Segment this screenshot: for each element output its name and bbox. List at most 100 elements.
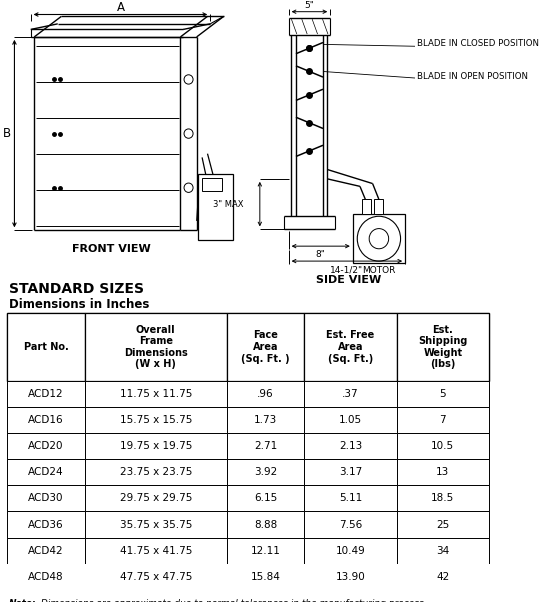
Bar [353, 214, 405, 263]
Text: 6.15: 6.15 [254, 494, 277, 503]
Text: 1.05: 1.05 [339, 415, 362, 425]
Bar [304, 485, 397, 512]
Bar [227, 314, 304, 380]
Bar [7, 314, 489, 380]
Text: MOTOR: MOTOR [362, 266, 395, 275]
Bar [202, 178, 222, 191]
Text: .37: .37 [342, 389, 359, 399]
Text: 12.11: 12.11 [251, 545, 280, 556]
Text: 23.75 x 23.75: 23.75 x 23.75 [119, 467, 192, 477]
Bar [304, 380, 397, 407]
Text: 11.75 x 11.75: 11.75 x 11.75 [119, 389, 192, 399]
Text: 19.75 x 19.75: 19.75 x 19.75 [119, 441, 192, 451]
Text: BLADE IN OPEN POSITION: BLADE IN OPEN POSITION [417, 72, 528, 81]
Text: .96: .96 [257, 389, 274, 399]
Text: 5: 5 [439, 389, 446, 399]
Text: 15.84: 15.84 [251, 572, 280, 582]
Text: 29.75 x 29.75: 29.75 x 29.75 [119, 494, 192, 503]
Text: STANDARD SIZES: STANDARD SIZES [9, 282, 144, 296]
Text: 35.75 x 35.75: 35.75 x 35.75 [119, 520, 192, 530]
Text: SIDE VIEW: SIDE VIEW [316, 275, 381, 285]
Bar [304, 407, 397, 433]
Text: 2.71: 2.71 [254, 441, 277, 451]
Bar [362, 199, 371, 214]
Bar [85, 512, 227, 538]
Text: 13: 13 [436, 467, 449, 477]
Text: Note:: Note: [9, 599, 37, 602]
Text: 10.49: 10.49 [336, 545, 365, 556]
Bar [7, 563, 85, 590]
Bar [304, 512, 397, 538]
Bar [85, 407, 227, 433]
Text: 8.88: 8.88 [254, 520, 277, 530]
Text: 3" MAX: 3" MAX [213, 200, 244, 209]
Bar [397, 314, 489, 380]
Bar [397, 563, 489, 590]
Text: 13.90: 13.90 [336, 572, 365, 582]
Bar [7, 314, 85, 380]
Bar [397, 380, 489, 407]
Text: ACD36: ACD36 [28, 520, 64, 530]
Bar [227, 485, 304, 512]
Bar [397, 485, 489, 512]
Text: 18.5: 18.5 [431, 494, 454, 503]
Text: 3.92: 3.92 [254, 467, 277, 477]
Bar [227, 563, 304, 590]
Bar [7, 433, 85, 459]
Text: 8": 8" [316, 250, 326, 259]
Text: ACD48: ACD48 [28, 572, 64, 582]
Text: Overall
Frame
Dimensions
(W x H): Overall Frame Dimensions (W x H) [124, 324, 188, 370]
Bar [7, 380, 85, 407]
Bar [85, 485, 227, 512]
Bar [85, 380, 227, 407]
Text: 5.11: 5.11 [339, 494, 362, 503]
Bar [304, 314, 397, 380]
Text: Part No.: Part No. [24, 342, 68, 352]
Text: ACD30: ACD30 [28, 494, 64, 503]
Bar [397, 538, 489, 563]
Bar [304, 538, 397, 563]
Bar [397, 407, 489, 433]
Text: FRONT VIEW: FRONT VIEW [73, 244, 151, 254]
Bar [85, 563, 227, 590]
Bar [7, 538, 85, 563]
Text: ACD20: ACD20 [28, 441, 64, 451]
Bar [397, 459, 489, 485]
Text: 2.13: 2.13 [339, 441, 362, 451]
Text: Dimensions are approximate due to normal tolerances in the manufacturing process: Dimensions are approximate due to normal… [38, 599, 426, 602]
Bar [85, 459, 227, 485]
Bar [85, 433, 227, 459]
Bar [7, 512, 85, 538]
Bar [227, 407, 304, 433]
Text: ACD24: ACD24 [28, 467, 64, 477]
Bar [85, 314, 227, 380]
Bar [304, 563, 397, 590]
Bar [397, 433, 489, 459]
Bar [7, 407, 85, 433]
Text: Face
Area
(Sq. Ft. ): Face Area (Sq. Ft. ) [241, 330, 290, 364]
Text: 5": 5" [305, 1, 315, 10]
Text: ACD16: ACD16 [28, 415, 64, 425]
Bar [7, 485, 85, 512]
Text: Dimensions in Inches: Dimensions in Inches [9, 297, 150, 311]
Text: 1.73: 1.73 [254, 415, 277, 425]
Bar [304, 459, 397, 485]
Bar [304, 433, 397, 459]
Text: ACD12: ACD12 [28, 389, 64, 399]
Text: B: B [3, 127, 12, 140]
Text: 42: 42 [436, 572, 449, 582]
Text: 14-1/2": 14-1/2" [331, 265, 364, 274]
Text: BLADE IN CLOSED POSITION: BLADE IN CLOSED POSITION [417, 39, 539, 48]
Bar [227, 433, 304, 459]
Text: 3.17: 3.17 [339, 467, 362, 477]
Text: A: A [117, 1, 124, 14]
Text: 10.5: 10.5 [431, 441, 454, 451]
Bar [199, 174, 233, 240]
Bar [227, 512, 304, 538]
Bar [85, 538, 227, 563]
Bar [375, 199, 383, 214]
Bar [227, 380, 304, 407]
Text: 7.56: 7.56 [339, 520, 362, 530]
Text: 34: 34 [436, 545, 449, 556]
Bar [397, 512, 489, 538]
